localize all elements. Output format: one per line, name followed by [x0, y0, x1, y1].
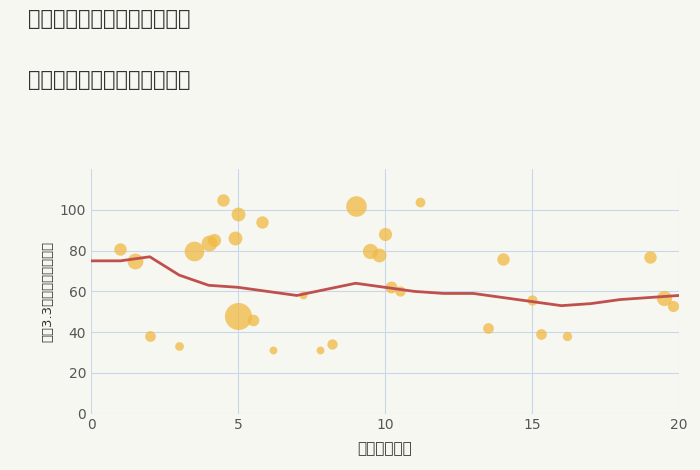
Point — [644, 253, 655, 260]
Text: 駅距離別中古マンション価格: 駅距離別中古マンション価格 — [28, 70, 190, 91]
Point — [230, 235, 241, 242]
Text: 三重県伊賀市上野下幸坂町の: 三重県伊賀市上野下幸坂町の — [28, 9, 190, 30]
Point — [218, 196, 229, 204]
Point — [482, 324, 493, 332]
X-axis label: 駅距離（分）: 駅距離（分） — [358, 441, 412, 456]
Point — [365, 247, 376, 254]
Point — [315, 347, 326, 354]
Point — [115, 245, 126, 252]
Point — [247, 316, 258, 324]
Point — [209, 237, 220, 244]
Point — [379, 231, 391, 238]
Point — [350, 202, 361, 210]
Y-axis label: 坪（3.3㎡）単価（万円）: 坪（3.3㎡）単価（万円） — [41, 241, 54, 342]
Point — [174, 343, 185, 350]
Point — [561, 332, 573, 340]
Point — [668, 302, 679, 309]
Point — [256, 219, 267, 226]
Point — [144, 332, 155, 340]
Point — [130, 257, 141, 265]
Point — [385, 283, 396, 291]
Point — [526, 296, 538, 303]
Point — [232, 210, 244, 218]
Point — [394, 288, 405, 295]
Point — [414, 198, 426, 205]
Point — [203, 239, 214, 246]
Point — [374, 251, 385, 258]
Point — [659, 294, 670, 301]
Point — [267, 347, 279, 354]
Point — [188, 247, 199, 254]
Point — [497, 255, 508, 263]
Point — [536, 330, 547, 338]
Point — [232, 312, 244, 320]
Point — [326, 341, 337, 348]
Point — [297, 292, 308, 299]
